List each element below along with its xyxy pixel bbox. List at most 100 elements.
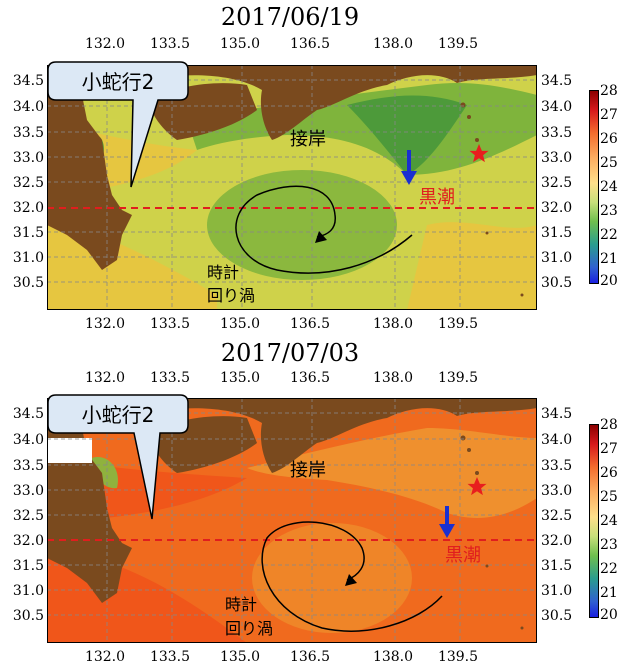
lon-tick: 136.5 xyxy=(289,649,331,665)
lon-tick: 133.5 xyxy=(149,649,191,665)
graticule xyxy=(47,398,537,643)
lat-tick: 34.0 xyxy=(541,99,573,115)
land-honshu xyxy=(47,65,537,140)
lon-tick: 136.5 xyxy=(289,316,331,332)
colorbar-tick: 20 xyxy=(600,273,618,289)
coastal-cold-region xyxy=(347,95,467,175)
island xyxy=(485,231,489,235)
island xyxy=(475,471,479,475)
lon-tick: 136.5 xyxy=(289,36,331,52)
lat-tick: 32.5 xyxy=(541,508,573,524)
island xyxy=(460,435,466,441)
lon-tick: 138.0 xyxy=(372,36,414,52)
cloud-mask xyxy=(47,438,92,463)
lon-tick: 135.0 xyxy=(219,316,261,332)
lat-tick: 31.0 xyxy=(12,583,44,599)
colorbar-tick: 25 xyxy=(600,489,618,505)
colorbar-tick: 24 xyxy=(600,179,618,195)
star-icon xyxy=(469,144,489,163)
eddy-cool-region xyxy=(252,523,412,633)
coastal-cool-region xyxy=(247,428,537,518)
colorbar xyxy=(589,424,599,618)
colorbar xyxy=(589,90,599,284)
island xyxy=(460,102,466,108)
lat-tick: 30.5 xyxy=(541,608,573,624)
lon-tick: 133.5 xyxy=(149,316,191,332)
lat-tick: 30.5 xyxy=(12,608,44,624)
island xyxy=(520,293,524,297)
island xyxy=(520,626,524,630)
lat-tick: 31.5 xyxy=(541,225,573,241)
lat-tick: 30.5 xyxy=(12,275,44,291)
island xyxy=(467,448,471,452)
panel-title: 2017/06/19 xyxy=(220,3,360,31)
land-honshu xyxy=(47,398,537,473)
lat-tick: 31.5 xyxy=(12,558,44,574)
lat-tick: 31.5 xyxy=(12,225,44,241)
lon-tick: 138.0 xyxy=(372,316,414,332)
clockwise-eddy-curve xyxy=(261,521,443,632)
lat-tick: 33.0 xyxy=(12,150,44,166)
colorbar-tick: 22 xyxy=(600,227,618,243)
lon-tick: 132.0 xyxy=(84,649,126,665)
colorbar-tick: 21 xyxy=(600,585,618,601)
colorbar-tick: 24 xyxy=(600,513,618,529)
lon-tick: 136.5 xyxy=(289,370,331,386)
lon-tick: 135.0 xyxy=(219,370,261,386)
eddy-cool-region xyxy=(207,170,397,280)
lon-tick: 132.0 xyxy=(84,370,126,386)
lon-tick: 132.0 xyxy=(84,36,126,52)
lat-tick: 31.5 xyxy=(541,558,573,574)
lon-tick: 133.5 xyxy=(149,370,191,386)
colorbar-tick: 23 xyxy=(600,203,618,219)
kuroshio-arrowhead xyxy=(439,524,455,538)
lon-tick: 139.5 xyxy=(437,370,479,386)
graticule xyxy=(47,65,537,310)
lat-tick: 33.0 xyxy=(541,150,573,166)
callout-label: 小蛇行2 xyxy=(82,70,155,94)
colorbar-tick: 27 xyxy=(600,441,618,457)
lat-tick: 33.5 xyxy=(12,458,44,474)
panel-1: 2017/06/19 132.0 133.5 135.0 136.5 138.0… xyxy=(12,3,618,332)
panel-title: 2017/07/03 xyxy=(220,339,360,367)
eddy-label-line2: 回り渦 xyxy=(207,286,255,305)
lat-tick: 33.5 xyxy=(12,125,44,141)
lat-tick: 32.0 xyxy=(541,533,573,549)
land-kyushu xyxy=(47,65,132,270)
eddy-arrowhead xyxy=(345,574,357,586)
colorbar-tick: 23 xyxy=(600,537,618,553)
lat-tick: 34.0 xyxy=(12,99,44,115)
lat-tick: 33.0 xyxy=(12,483,44,499)
lon-tick: 138.0 xyxy=(372,649,414,665)
lat-tick: 32.5 xyxy=(12,175,44,191)
clockwise-eddy-curve xyxy=(235,185,413,274)
lat-tick: 34.0 xyxy=(541,432,573,448)
lat-tick: 30.5 xyxy=(541,275,573,291)
lat-tick: 31.0 xyxy=(12,250,44,266)
kuroshio-label: 黒潮 xyxy=(419,187,455,208)
lat-tick: 31.0 xyxy=(541,250,573,266)
lon-tick: 139.5 xyxy=(437,316,479,332)
lon-tick: 133.5 xyxy=(149,36,191,52)
colorbar-tick: 28 xyxy=(600,83,618,99)
lat-tick: 34.5 xyxy=(12,406,44,422)
sst-map: 接岸 黒潮 時計 回り渦 xyxy=(47,65,537,310)
eddy-label-line1: 時計 xyxy=(207,263,239,282)
lon-tick: 139.5 xyxy=(437,649,479,665)
star-icon xyxy=(467,477,487,496)
lat-tick: 32.0 xyxy=(541,200,573,216)
panel-2: 2017/07/03 132.0 133.5 135.0 136.5 138.0… xyxy=(0,336,630,670)
callout-label: 小蛇行2 xyxy=(82,403,155,427)
colorbar-tick: 22 xyxy=(600,561,618,577)
kuroshio-label: 黒潮 xyxy=(445,545,481,566)
lat-tick: 33.5 xyxy=(541,125,573,141)
lat-tick: 32.5 xyxy=(541,175,573,191)
lon-tick: 139.5 xyxy=(437,36,479,52)
lat-tick: 33.5 xyxy=(541,458,573,474)
lat-tick: 34.5 xyxy=(12,73,44,89)
colorbar-tick: 20 xyxy=(600,607,618,623)
lat-tick: 34.5 xyxy=(541,406,573,422)
lat-tick: 32.0 xyxy=(12,200,44,216)
colorbar-tick: 25 xyxy=(600,155,618,171)
coast-label: 接岸 xyxy=(290,460,326,481)
